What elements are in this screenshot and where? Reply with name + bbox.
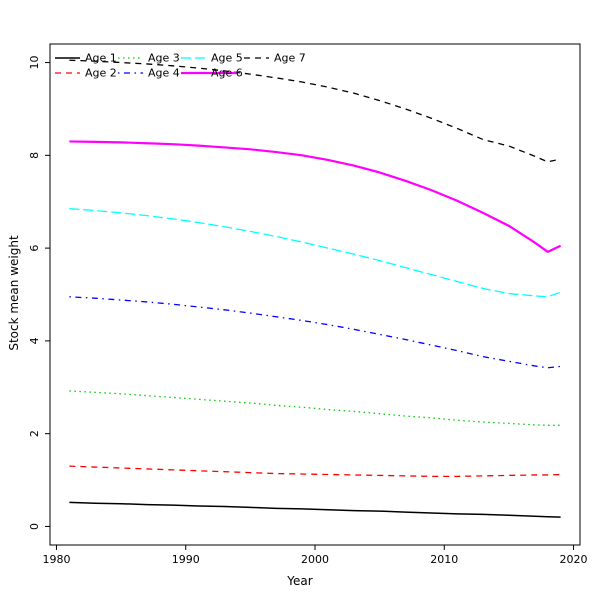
x-tick-label: 1990 <box>172 553 200 566</box>
x-tick-label: 2010 <box>430 553 458 566</box>
legend-item-age-2: Age 2 <box>55 67 117 80</box>
legend-label-age-7: Age 7 <box>274 52 306 65</box>
legend-item-age-6: Age 6 <box>181 67 243 80</box>
legend-label-age-2: Age 2 <box>85 67 117 80</box>
legend-label-age-3: Age 3 <box>148 52 180 65</box>
x-tick-label: 2000 <box>301 553 329 566</box>
legend-item-age-7: Age 7 <box>244 52 306 65</box>
y-axis-title: Stock mean weight <box>7 235 21 351</box>
legend-item-age-5: Age 5 <box>181 52 243 65</box>
series-line-age-4 <box>69 296 561 369</box>
x-axis-title: Year <box>287 574 313 588</box>
y-tick-label: 6 <box>28 245 41 252</box>
legend-label-age-5: Age 5 <box>211 52 243 65</box>
series-line-age-7 <box>69 59 561 163</box>
y-tick-label: 2 <box>28 430 41 437</box>
series-line-age-3 <box>69 390 561 426</box>
series-line-age-2 <box>69 465 561 477</box>
legend-label-age-1: Age 1 <box>85 52 117 65</box>
series-line-age-6 <box>69 140 562 253</box>
series-line-age-5 <box>69 208 561 298</box>
series-line-age-1 <box>69 501 561 518</box>
y-tick-label: 10 <box>28 56 41 70</box>
legend-label-age-6: Age 6 <box>211 67 243 80</box>
legend-label-age-4: Age 4 <box>148 67 180 80</box>
legend-item-age-3: Age 3 <box>118 52 180 65</box>
y-tick-label: 4 <box>28 337 41 344</box>
legend-item-age-1: Age 1 <box>55 52 117 65</box>
x-tick-label: 1980 <box>42 553 70 566</box>
x-tick-label: 2020 <box>560 553 588 566</box>
plot-box <box>49 43 581 546</box>
y-tick-label: 8 <box>28 152 41 159</box>
legend-item-age-4: Age 4 <box>118 67 180 80</box>
y-tick-label: 0 <box>28 523 41 530</box>
